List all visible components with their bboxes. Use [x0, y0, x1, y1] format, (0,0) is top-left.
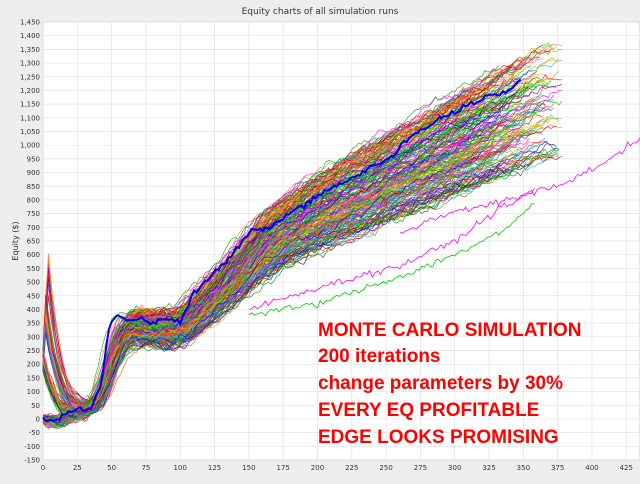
- equity-series-line: [42, 65, 499, 422]
- equity-series-line: [42, 150, 499, 421]
- equity-series-line: [42, 102, 554, 423]
- y-tick-label: 850: [27, 183, 40, 191]
- y-tick-label: -150: [24, 457, 40, 465]
- x-tick-label: 400: [585, 464, 598, 472]
- equity-series-line: [42, 160, 519, 417]
- y-tick-label: 900: [27, 169, 40, 177]
- equity-series-line: [42, 128, 505, 425]
- equity-series-line: [42, 140, 510, 412]
- y-tick-label: 1,150: [20, 101, 40, 109]
- equity-series-line: [42, 137, 546, 424]
- y-tick-label: 100: [27, 388, 40, 396]
- equity-series-line: [42, 153, 519, 413]
- highlight-series-line: [42, 78, 522, 423]
- x-tick-label: 250: [379, 464, 392, 472]
- y-tick-label: 1,000: [20, 142, 40, 150]
- equity-series-line: [42, 101, 524, 419]
- series-group: [42, 42, 640, 430]
- x-tick-label: 375: [551, 464, 564, 472]
- y-tick-label: 200: [27, 361, 40, 369]
- annotation-line-4: EVERY EQ PROFITABLE: [318, 400, 540, 421]
- equity-series-line: [42, 150, 488, 417]
- equity-series-line: [248, 188, 535, 310]
- y-tick-label: 650: [27, 238, 40, 246]
- equity-series-line: [248, 203, 535, 317]
- y-tick-label: 550: [27, 265, 40, 273]
- y-tick-label: -100: [24, 443, 40, 451]
- equity-series-line: [399, 137, 640, 234]
- y-tick-label: 700: [27, 224, 40, 232]
- x-tick-label: 350: [517, 464, 530, 472]
- equity-series-line: [42, 57, 560, 424]
- x-tick-label: 50: [107, 464, 116, 472]
- x-tick-label: 150: [242, 464, 255, 472]
- y-tick-label: 150: [27, 374, 40, 382]
- y-tick-label: 50: [31, 402, 40, 410]
- x-tick-label: 325: [482, 464, 495, 472]
- equity-series-line: [42, 55, 530, 429]
- equity-series-line: [42, 81, 518, 424]
- axes: -150-100-5005010015020025030035040045050…: [20, 19, 633, 473]
- x-tick-label: 25: [73, 464, 82, 472]
- equity-series-line: [42, 162, 494, 415]
- equity-series-line: [42, 107, 554, 416]
- equity-series-line: [42, 169, 474, 418]
- y-tick-label: -50: [29, 429, 40, 437]
- y-tick-label: 450: [27, 292, 40, 300]
- y-tick-label: 300: [27, 333, 40, 341]
- x-tick-label: 75: [141, 464, 150, 472]
- annotation-line-3: change parameters by 30%: [318, 373, 564, 394]
- x-tick-label: 275: [414, 464, 427, 472]
- y-axis-label: Equity ($): [11, 221, 20, 260]
- x-tick-label: 125: [208, 464, 221, 472]
- y-tick-label: 1,450: [20, 19, 40, 27]
- y-tick-label: 500: [27, 279, 40, 287]
- x-tick-label: 100: [174, 464, 187, 472]
- equity-series-line: [42, 148, 560, 419]
- chart-title: Equity charts of all simulation runs: [242, 7, 399, 17]
- y-tick-label: 1,350: [20, 46, 40, 54]
- x-tick-label: 300: [448, 464, 461, 472]
- y-tick-label: 1,300: [20, 60, 40, 68]
- equity-series-line: [42, 79, 549, 429]
- y-tick-label: 0: [36, 415, 40, 423]
- y-tick-label: 1,200: [20, 87, 40, 95]
- annotation-line-1: MONTE CARLO SIMULATION: [318, 320, 582, 341]
- equity-series-line: [42, 148, 560, 418]
- y-tick-label: 800: [27, 196, 40, 204]
- y-tick-label: 350: [27, 320, 40, 328]
- annotation-line-5: EDGE LOOKS PROMISING: [318, 427, 559, 448]
- x-tick-label: 0: [41, 464, 45, 472]
- y-tick-label: 400: [27, 306, 40, 314]
- x-tick-label: 200: [311, 464, 324, 472]
- x-tick-label: 225: [345, 464, 358, 472]
- y-tick-label: 600: [27, 251, 40, 259]
- y-tick-label: 1,250: [20, 73, 40, 81]
- y-tick-label: 1,400: [20, 32, 40, 40]
- y-tick-label: 1,100: [20, 114, 40, 122]
- y-tick-label: 1,050: [20, 128, 40, 136]
- y-tick-label: 950: [27, 155, 40, 163]
- x-tick-label: 175: [276, 464, 289, 472]
- y-tick-label: 250: [27, 347, 40, 355]
- y-tick-label: 750: [27, 210, 40, 218]
- x-tick-label: 425: [620, 464, 633, 472]
- equity-series-line: [42, 133, 529, 418]
- annotation-line-2: 200 iterations: [318, 346, 441, 367]
